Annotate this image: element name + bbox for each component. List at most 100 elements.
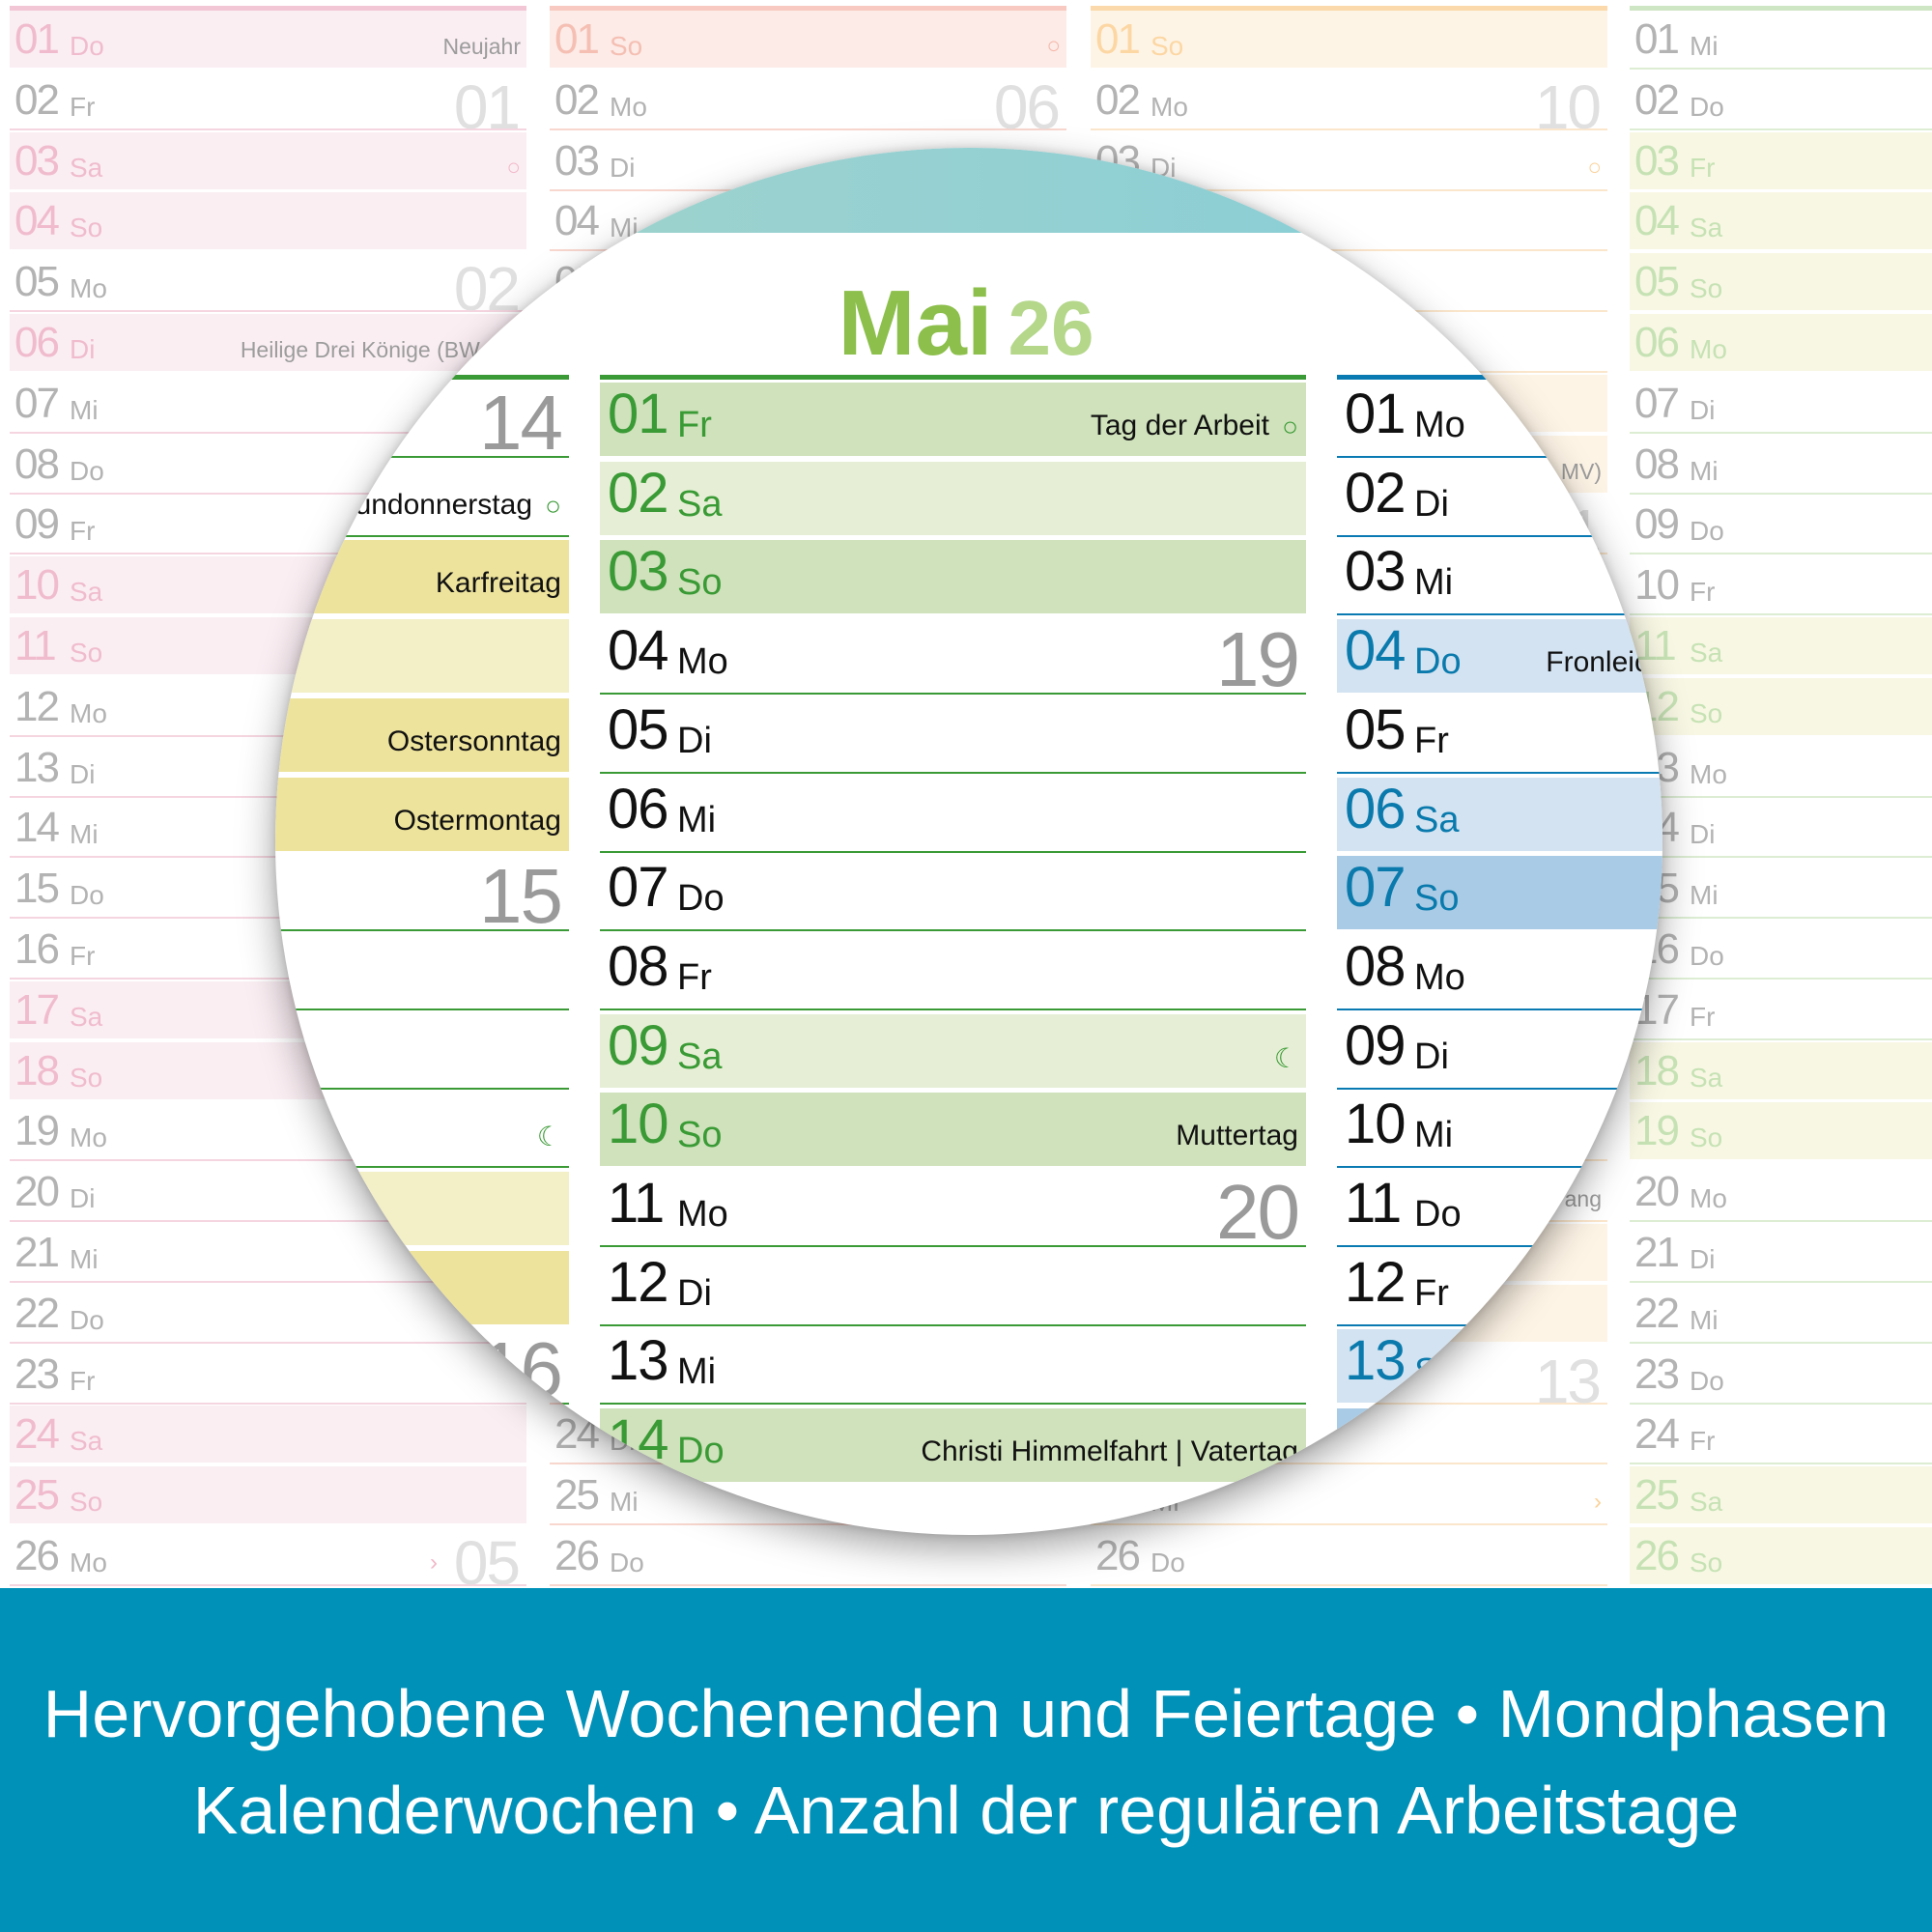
highlight-fill — [275, 540, 569, 614]
holiday-label: Christi Himmelfahrt | Vatertag — [921, 1435, 1298, 1468]
day-row: 10 Fr — [1630, 554, 1932, 616]
day-row: 26 Do — [550, 1525, 1066, 1586]
week-number: 14 — [479, 380, 563, 466]
month-title: Mai 26 — [275, 270, 1662, 377]
week-number: 19 — [1216, 616, 1300, 703]
day-row: 09 Do — [1630, 494, 1932, 555]
day-row: 20 Di — [10, 1161, 526, 1223]
day-number: 03 — [608, 540, 669, 604]
row-divider — [10, 1402, 526, 1405]
weekday: Mi — [677, 1351, 717, 1393]
day-number: 20 — [14, 1168, 60, 1216]
weekday: Fr — [677, 405, 712, 445]
holiday-label: Karfreitag — [435, 567, 561, 600]
row-divider — [275, 929, 569, 932]
weekday: Di — [1690, 394, 1716, 425]
day-row: 13Mo — [1630, 737, 1932, 798]
weekday: Do — [1690, 91, 1724, 122]
weekday: Mo — [677, 1194, 728, 1235]
day-number: 08 — [1345, 934, 1406, 998]
weekday: So — [1690, 697, 1723, 728]
day-number: 07 — [1345, 856, 1406, 920]
weekend-fill — [10, 314, 526, 371]
day-row: 04Sa — [1630, 190, 1932, 251]
weekday: Sa — [677, 483, 723, 525]
weekday: So — [1151, 31, 1184, 61]
week-number: 05 — [453, 1528, 521, 1598]
row-divider — [1630, 128, 1932, 130]
holiday-label: Gründonnerstag — [323, 488, 532, 521]
day-row — [275, 1168, 569, 1247]
weekday: Do — [610, 1548, 644, 1577]
weekday: Di — [70, 1183, 96, 1214]
column-top-line — [1630, 6, 1932, 11]
weekday: Fr — [1690, 577, 1716, 608]
weekend-fill — [1630, 1527, 1932, 1584]
day-number: 18 — [14, 1046, 60, 1094]
day-number: 11 — [14, 622, 57, 669]
day-row: 14 Mi — [10, 797, 526, 859]
weekday: So — [610, 31, 643, 61]
row-divider — [10, 431, 526, 434]
day-row: 01 Fr Tag der Arbeit ○ — [600, 379, 1306, 458]
day-number: 11 — [608, 1172, 665, 1235]
weekday: Sa — [1690, 1487, 1723, 1518]
day-number: 01 — [1095, 15, 1141, 63]
weekend-fill — [10, 1466, 526, 1524]
day-number: 08 — [1634, 440, 1680, 488]
day-number: 16 — [14, 925, 60, 973]
day-row: Gründonnerstag ○ — [275, 458, 569, 537]
weekday: Fr — [70, 1365, 96, 1396]
day-row: 01 So ○ — [550, 9, 1066, 70]
day-row: 13 Sa — [1337, 1325, 1662, 1405]
row-divider — [1630, 431, 1932, 434]
day-row: Karfreitag — [275, 536, 569, 615]
moon-phase-icon: ○ — [545, 490, 561, 521]
row-divider — [1337, 771, 1662, 774]
row-divider — [600, 1403, 1306, 1406]
weekend-fill — [550, 11, 1066, 68]
row-divider — [10, 734, 526, 737]
weekday: Sa — [1690, 213, 1723, 243]
row-divider — [600, 1008, 1306, 1010]
weekday: Fr — [1690, 1426, 1716, 1457]
row-divider — [1091, 128, 1607, 130]
weekday: Mi — [1690, 455, 1719, 486]
day-row: 19 04 Mo — [600, 615, 1306, 702]
week-number: 02 — [453, 254, 521, 325]
weekday: Mo — [1414, 405, 1465, 445]
feature-banner: Hervorgehobene Wochenenden und Feiertage… — [0, 1588, 1932, 1932]
weekday: Fr — [70, 941, 96, 971]
weekday: So — [677, 562, 723, 604]
row-divider — [1337, 1008, 1662, 1010]
day-row: 03Fr — [1630, 130, 1932, 191]
weekday: Fr — [70, 91, 96, 122]
day-row: 21 Di — [1630, 1222, 1932, 1283]
weekday: Fr — [1414, 720, 1449, 761]
month-header-band — [275, 148, 1662, 233]
column-top-line — [550, 6, 1066, 11]
day-row: 20 11 Mo — [600, 1168, 1306, 1255]
weekday: Di — [1414, 1036, 1449, 1077]
weekday: Mi — [70, 1244, 99, 1274]
column-top-line — [10, 6, 526, 11]
row-divider — [10, 1584, 526, 1586]
weekday: Do — [1414, 1194, 1462, 1235]
weekday: Sa — [70, 1001, 103, 1032]
weekday: Do — [677, 878, 724, 920]
row-divider — [1630, 1341, 1932, 1344]
holiday-label: Ostersonntag — [386, 724, 561, 757]
weekday: Mo — [70, 697, 107, 728]
day-row: 01 Do Neujahr — [10, 9, 526, 70]
day-row: 02 Do — [1630, 70, 1932, 130]
row-divider — [550, 1584, 1066, 1586]
row-divider — [1337, 1323, 1662, 1326]
day-number: 01 — [1345, 383, 1406, 445]
weekday: Sa — [1690, 638, 1723, 668]
day-number: 18 — [1634, 1046, 1680, 1094]
row-divider — [10, 856, 526, 859]
column-top-line — [1091, 6, 1607, 11]
row-divider — [1091, 1584, 1607, 1586]
day-number: 02 — [14, 75, 60, 124]
